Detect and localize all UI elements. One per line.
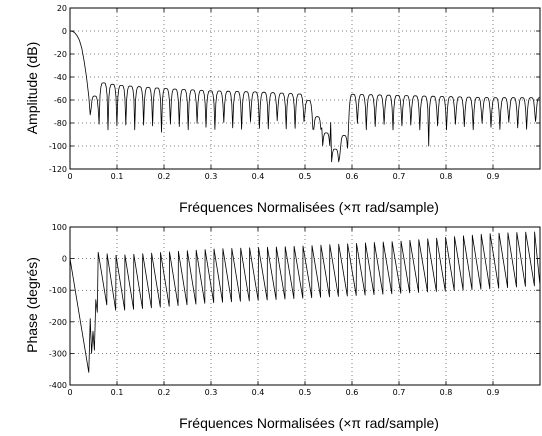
phase-xtick-label: 0.4 xyxy=(252,388,265,397)
phase-panel: 0 0.1 0.2 0.3 0.4 0.5 0.6 0.7 0.8 0.9 100 0 -100 -200… xyxy=(24,223,541,431)
phase-ytick-label: 0 xyxy=(62,255,67,264)
amplitude-xtick-label: 0 xyxy=(67,172,72,181)
phase-xtick-label: 0.2 xyxy=(158,388,171,397)
phase-ytick-label: -200 xyxy=(49,318,67,327)
phase-xtick-label: 0.7 xyxy=(393,388,406,397)
amplitude-xtick-label: 0.7 xyxy=(393,172,406,181)
amplitude-xtick-label: 0.2 xyxy=(158,172,171,181)
amplitude-panel: 0 0.1 0.2 0.3 0.4 0.5 0.6 0.7 0.8 0.9 20 0 -20 -40 -60… xyxy=(24,4,541,215)
amplitude-ytick-label: 0 xyxy=(62,27,67,36)
amplitude-xtick-label: 0.3 xyxy=(205,172,218,181)
phase-xtick-label: 0.5 xyxy=(299,388,312,397)
phase-ytick-label: -400 xyxy=(49,381,67,390)
amplitude-ylabel: Amplitude (dB) xyxy=(24,42,40,135)
phase-axes-frame xyxy=(69,226,541,386)
phase-ytick-label: -300 xyxy=(49,349,67,358)
phase-xtick-label: 0.9 xyxy=(487,388,500,397)
phase-xtick-label: 0.6 xyxy=(346,388,359,397)
amplitude-xtick-label: 0.5 xyxy=(299,172,312,181)
amplitude-series-line xyxy=(69,30,540,163)
phase-xlabel: Fréquences Normalisées (×π rad/sample) xyxy=(179,415,439,431)
phase-xtick-label: 0 xyxy=(67,388,72,397)
amplitude-ytick-label: -60 xyxy=(54,96,67,105)
phase-xtick-label: 0.3 xyxy=(205,388,218,397)
amplitude-ytick-label: -80 xyxy=(54,119,67,128)
phase-xtick-label: 0.8 xyxy=(440,388,453,397)
phase-series-line xyxy=(69,231,541,373)
amplitude-ytick-label: -100 xyxy=(49,142,67,151)
phase-ylabel: Phase (degrés) xyxy=(24,257,40,353)
phase-ticks: 0 0.1 0.2 0.3 0.4 0.5 0.6 0.7 0.8 0.9 100 0 -100 -200… xyxy=(49,223,540,397)
amplitude-xtick-label: 0.1 xyxy=(111,172,124,181)
amplitude-xlabel: Fréquences Normalisées (×π rad/sample) xyxy=(179,199,439,215)
amplitude-xtick-label: 0.8 xyxy=(440,172,453,181)
amplitude-xtick-label: 0.6 xyxy=(346,172,359,181)
amplitude-ytick-label: -40 xyxy=(54,73,67,82)
amplitude-xtick-label: 0.4 xyxy=(252,172,265,181)
amplitude-ytick-label: 20 xyxy=(57,4,67,13)
phase-ytick-label: -100 xyxy=(49,286,67,295)
phase-xtick-label: 0.1 xyxy=(111,388,124,397)
amplitude-ytick-label: -120 xyxy=(49,165,67,174)
amplitude-ytick-label: -20 xyxy=(54,50,67,59)
amplitude-ticks: 0 0.1 0.2 0.3 0.4 0.5 0.6 0.7 0.8 0.9 20 0 -20 -40 -60… xyxy=(49,4,540,181)
phase-ytick-label: 100 xyxy=(52,223,67,232)
amplitude-xtick-label: 0.9 xyxy=(487,172,500,181)
amplitude-grid xyxy=(70,8,540,169)
